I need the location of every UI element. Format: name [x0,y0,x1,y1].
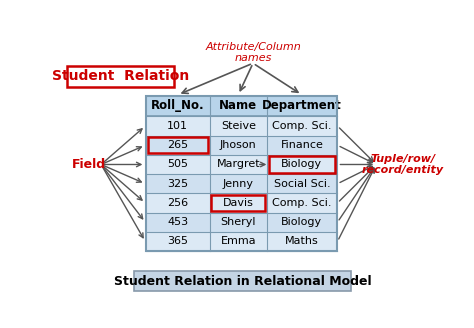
Bar [135,271,351,291]
Text: Name: Name [219,99,257,113]
Text: Attribute/Column
names: Attribute/Column names [205,42,301,63]
Text: Steive: Steive [221,121,256,131]
Text: 325: 325 [167,179,188,189]
Bar [211,195,265,211]
Text: Finance: Finance [281,140,323,150]
Bar [146,213,337,232]
Text: Sheryl: Sheryl [220,217,256,227]
Text: Roll_No.: Roll_No. [151,99,205,113]
Text: Maths: Maths [285,236,319,246]
Text: 101: 101 [167,121,188,131]
Text: Student  Relation: Student Relation [52,69,189,83]
Text: Jhoson: Jhoson [220,140,256,150]
Bar [146,232,337,251]
Bar [147,137,208,153]
Text: Comp. Sci.: Comp. Sci. [272,121,332,131]
Bar [146,95,337,116]
Bar [146,95,337,251]
Text: 256: 256 [167,198,188,208]
Text: Biology: Biology [281,217,322,227]
Text: Comp. Sci.: Comp. Sci. [272,198,332,208]
Bar [146,174,337,194]
Text: Biology: Biology [281,159,322,170]
Bar [146,194,337,213]
Text: Davis: Davis [223,198,254,208]
Text: Margret: Margret [217,159,260,170]
Text: Emma: Emma [220,236,256,246]
Text: 365: 365 [167,236,188,246]
Bar [268,156,335,173]
Bar [146,116,337,135]
Text: 265: 265 [167,140,188,150]
Bar [146,135,337,155]
Bar [146,155,337,174]
Text: Field: Field [72,158,106,171]
Bar [67,66,174,87]
Text: Jenny: Jenny [223,179,254,189]
Text: 453: 453 [167,217,188,227]
Text: Social Sci.: Social Sci. [273,179,330,189]
Text: Tuple/row/
record/entity: Tuple/row/ record/entity [362,154,444,175]
Text: Department: Department [262,99,342,113]
Text: 505: 505 [167,159,188,170]
Text: Student Relation in Relational Model: Student Relation in Relational Model [114,275,372,288]
